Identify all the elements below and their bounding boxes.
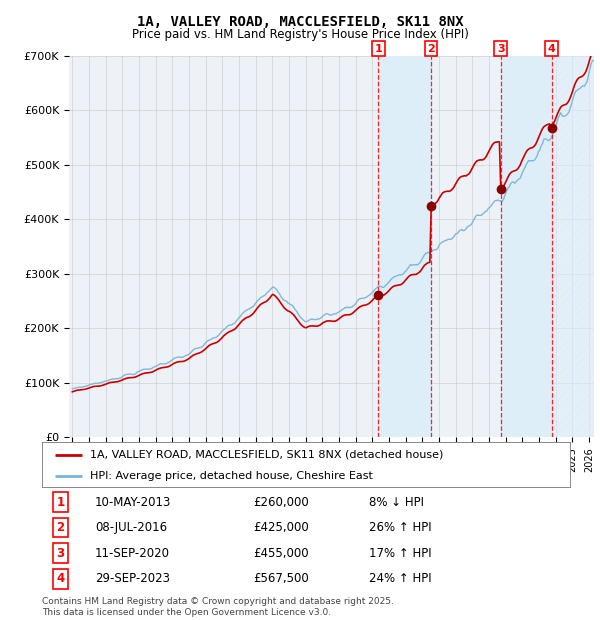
Bar	[500, 56, 551, 437]
Bar	[379, 56, 431, 437]
Text: £455,000: £455,000	[253, 547, 309, 560]
Text: 17% ↑ HPI: 17% ↑ HPI	[370, 547, 432, 560]
Text: 2: 2	[56, 521, 65, 534]
Text: £425,000: £425,000	[253, 521, 309, 534]
Text: 08-JUL-2016: 08-JUL-2016	[95, 521, 167, 534]
Text: £567,500: £567,500	[253, 572, 309, 585]
Text: HPI: Average price, detached house, Cheshire East: HPI: Average price, detached house, Ches…	[89, 471, 373, 480]
Text: 2: 2	[427, 44, 435, 54]
Text: 1A, VALLEY ROAD, MACCLESFIELD, SK11 8NX: 1A, VALLEY ROAD, MACCLESFIELD, SK11 8NX	[137, 16, 463, 30]
Text: 10-MAY-2013: 10-MAY-2013	[95, 495, 171, 508]
Text: 4: 4	[56, 572, 65, 585]
Text: 3: 3	[497, 44, 505, 54]
Text: 4: 4	[548, 44, 556, 54]
Text: 1: 1	[374, 44, 382, 54]
Text: Price paid vs. HM Land Registry's House Price Index (HPI): Price paid vs. HM Land Registry's House …	[131, 28, 469, 41]
Text: 3: 3	[56, 547, 65, 560]
Text: 1: 1	[56, 495, 65, 508]
Text: 26% ↑ HPI: 26% ↑ HPI	[370, 521, 432, 534]
Text: 29-SEP-2023: 29-SEP-2023	[95, 572, 170, 585]
Text: Contains HM Land Registry data © Crown copyright and database right 2025.
This d: Contains HM Land Registry data © Crown c…	[42, 598, 394, 617]
Text: 11-SEP-2020: 11-SEP-2020	[95, 547, 170, 560]
Text: £260,000: £260,000	[253, 495, 309, 508]
Text: 1A, VALLEY ROAD, MACCLESFIELD, SK11 8NX (detached house): 1A, VALLEY ROAD, MACCLESFIELD, SK11 8NX …	[89, 450, 443, 459]
Bar	[551, 56, 598, 437]
Text: 24% ↑ HPI: 24% ↑ HPI	[370, 572, 432, 585]
Text: 8% ↓ HPI: 8% ↓ HPI	[370, 495, 424, 508]
